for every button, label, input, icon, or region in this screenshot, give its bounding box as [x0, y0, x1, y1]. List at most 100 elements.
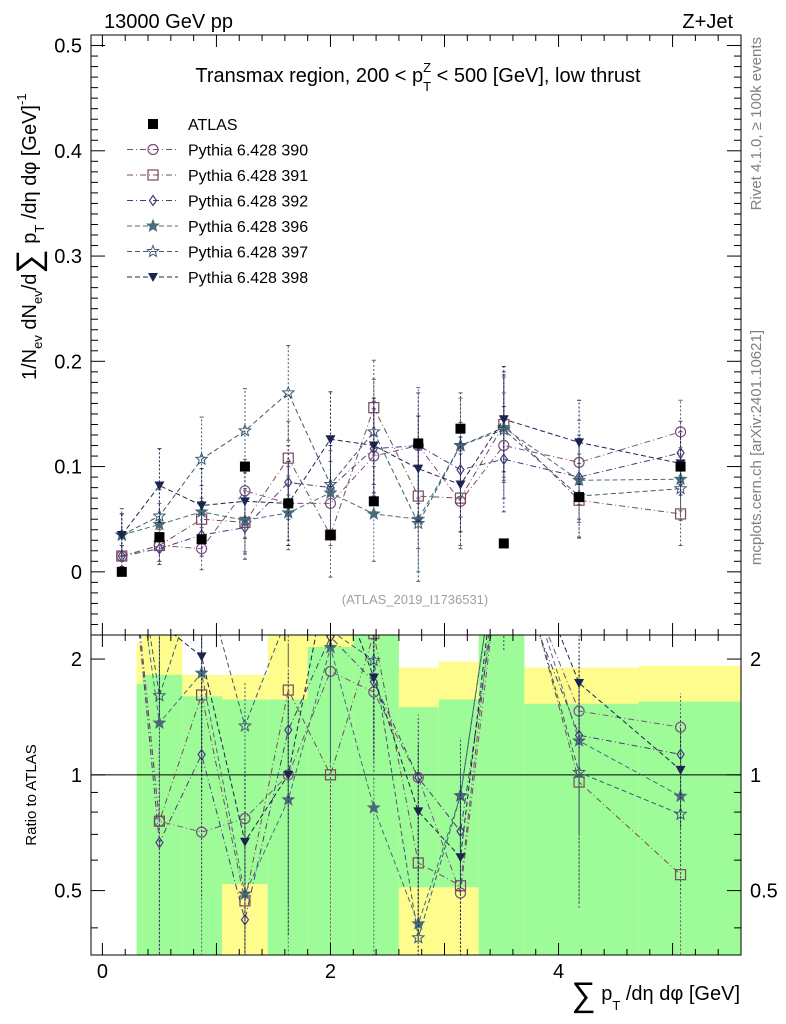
legend-marker [148, 194, 158, 207]
green-band-bin [142, 674, 183, 955]
x-tick-label: 0 [97, 961, 108, 983]
ratio-series-line [139, 635, 681, 902]
ratio-data-point [283, 608, 294, 619]
legend-marker [147, 169, 159, 181]
series-data-point [673, 481, 688, 495]
ratio-data-point [676, 748, 685, 761]
ratio-uncertainty-bands [136, 635, 741, 955]
y-tick-label: 0.3 [54, 246, 82, 268]
ratio-data-point [366, 800, 381, 814]
atlas-data-point [283, 498, 294, 509]
series-line [121, 427, 681, 536]
series-data-point [366, 506, 381, 520]
ratio-data-point [572, 765, 587, 779]
series-data-point [194, 451, 209, 466]
series-data-point [154, 481, 165, 491]
x-axis-label: ∑ pT /dη dφ [GeV] [571, 976, 740, 1014]
atlas-data-point [368, 496, 379, 507]
series-line [121, 431, 681, 557]
ratio-y-tick-label: 0.5 [54, 881, 82, 903]
y-tick-label: 0.5 [54, 36, 82, 58]
series-data-point [155, 542, 164, 555]
series-data-point [196, 501, 207, 511]
main-plot-data [114, 345, 688, 582]
ratio-data-point [196, 562, 207, 573]
atlas-data-point [498, 538, 509, 549]
series-data-point [152, 517, 167, 531]
ratio-plot-frame [90, 634, 742, 956]
series-data-point [237, 423, 253, 437]
green-band-bin [398, 707, 439, 888]
axis-ticks: 0 2 4 0 0.1 0.2 0.3 0.4 0.5 0.5 0.5 1 1 2 2 [54, 35, 778, 983]
analysis-watermark: (ATLAS_2019_I1736531) [342, 592, 488, 607]
series-data-point [116, 531, 127, 540]
header-process: 13000 GeV pp [104, 11, 233, 33]
legend-marker [146, 218, 160, 233]
ratio-data-point [283, 770, 294, 780]
legend-marker [146, 244, 160, 258]
atlas-data-point [154, 532, 165, 543]
mcplots-reference-label: mcplots.cern.ch [arXiv:2401.10621] [748, 330, 765, 565]
x-tick-label: 2 [325, 961, 336, 983]
ratio-data-point [413, 807, 424, 817]
series-data-point [498, 415, 509, 425]
ratio-data-point [237, 718, 252, 732]
ratio-data-point [675, 765, 686, 775]
green-band-bin [524, 703, 639, 955]
legend-marker [148, 273, 158, 282]
legend-label: Pythia 6.428 391 [188, 168, 308, 185]
series-data-point [323, 477, 338, 491]
svg-text:1/Nev dNev/d∑ pT /dη dφ [GeV]: 1/Nev dNev/d∑ pT /dη dφ [GeV]-1 [10, 93, 48, 380]
series-data-point [366, 424, 381, 438]
ratio-series-line [139, 635, 681, 894]
y-tick-label: 0.2 [54, 351, 82, 373]
chart-title: Transmax region, 200 < pTZ < 500 [GeV], … [195, 60, 641, 94]
ratio-y-tick-label-right: 1 [750, 765, 761, 787]
atlas-data-point [239, 461, 250, 472]
series-data-point [574, 438, 585, 448]
series-data-point [413, 464, 424, 474]
series-data-point [325, 435, 336, 445]
legend-marker [147, 143, 159, 156]
series-data-point [496, 422, 511, 436]
ratio-series-line [146, 635, 681, 926]
ratio-data-point [196, 652, 207, 662]
rivet-version-label: Rivet 4.1.0, ≥ 100k events [748, 37, 765, 210]
ratio-data-point [498, 500, 509, 511]
series-data-point [368, 441, 379, 451]
ratio-data-point [368, 673, 379, 683]
legend: ATLAS Pythia 6.428 390 Pythia 6.428 391 Pyt… [127, 117, 308, 287]
y-axis-label: 1/Nev dNev/d∑ pT /dη dφ [GeV]-1 [10, 93, 48, 380]
series-data-point [239, 497, 250, 507]
x-tick-label: 4 [553, 961, 564, 983]
green-band-bin [267, 699, 308, 955]
green-band-bin [182, 696, 223, 955]
series-line [121, 392, 681, 536]
legend-label: Pythia 6.428 397 [188, 245, 308, 262]
legend-marker [148, 119, 158, 129]
series-data-point [152, 508, 167, 522]
ratio-data-point [455, 853, 466, 863]
ratio-data-point [574, 679, 585, 689]
y-tick-label: 0.4 [54, 141, 82, 163]
legend-label: Pythia 6.428 390 [188, 143, 308, 160]
ratio-y-tick-label-right: 2 [750, 649, 761, 671]
atlas-data-point [325, 530, 336, 540]
atlas-data-point [196, 534, 207, 545]
legend-label: Pythia 6.428 396 [188, 219, 308, 236]
legend-label: Pythia 6.428 398 [188, 270, 308, 287]
series-line [121, 444, 681, 557]
ratio-data-point [154, 619, 164, 628]
ratio-series-line [173, 635, 681, 859]
y-tick-label: 0.1 [54, 457, 82, 479]
ratio-y-tick-label: 1 [71, 765, 82, 787]
legend-label: ATLAS [188, 117, 238, 134]
series-line [121, 406, 681, 557]
header-analysis: Z+Jet [682, 11, 733, 33]
y-tick-label: 0 [71, 562, 82, 584]
ratio-y-tick-label: 2 [71, 649, 82, 671]
ratio-data-point [411, 930, 426, 944]
series-data-point [281, 385, 296, 399]
ratio-data-point [499, 521, 509, 531]
